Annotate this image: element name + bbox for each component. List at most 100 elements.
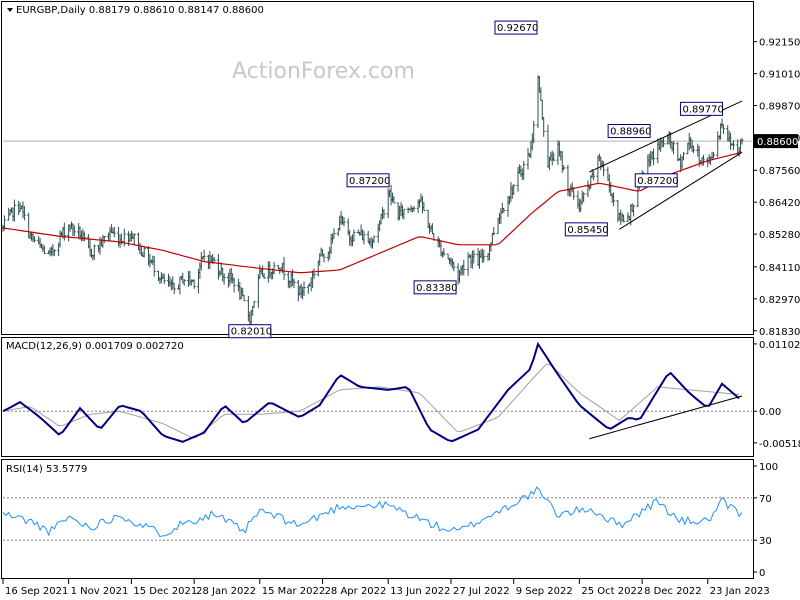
price-annotation: 0.92670: [494, 20, 538, 35]
candle: [462, 259, 466, 276]
candle: [592, 170, 596, 181]
candle: [112, 226, 116, 238]
candle: [412, 206, 416, 212]
candle: [482, 249, 486, 263]
candle: [562, 165, 566, 171]
price-annotation: 0.87200: [346, 173, 390, 188]
price-annotation-label: 0.89770: [682, 104, 723, 115]
candle: [172, 282, 176, 294]
price-tick-label: 0.87560: [759, 166, 800, 177]
candle: [672, 140, 676, 155]
candle: [272, 261, 276, 275]
rsi-tick-label: 100: [759, 462, 778, 473]
candle: [740, 138, 744, 145]
candle: [102, 235, 106, 244]
candle: [262, 273, 266, 279]
rsi-panel-frame: [1, 459, 754, 579]
rsi-tick-label: 0: [759, 568, 765, 579]
rsi-panel: 100 70 30 0: [2, 462, 778, 579]
time-tick-label: 28 Jan 2022: [196, 586, 256, 597]
time-tick-label: 16 Sep 2021: [5, 586, 68, 597]
price-annotation: 0.83380: [413, 280, 457, 295]
candle: [512, 184, 516, 195]
candle: [212, 257, 216, 263]
current-price-box: [754, 134, 798, 149]
candle: [192, 279, 196, 289]
watermark: ActionForex.com: [232, 59, 415, 84]
candle: [352, 229, 356, 242]
price-annotation-label: 0.83380: [416, 283, 457, 294]
price-tick-label: 0.85280: [759, 230, 800, 241]
price-annotation-label: 0.88960: [610, 127, 651, 138]
main-header: EURGBP,Daily 0.88179 0.88610 0.88147 0.8…: [7, 5, 264, 16]
time-tick-label: 15 Mar 2022: [262, 586, 325, 597]
price-tick-label: 0.86420: [759, 198, 800, 209]
candle: [452, 261, 456, 272]
candle: [652, 148, 656, 166]
time-tick-label: 25 Oct 2022: [581, 586, 643, 597]
time-tick-label: 23 Jan 2023: [710, 586, 770, 597]
macd-trendline: [589, 395, 743, 440]
candle: [682, 152, 686, 161]
candle: [602, 161, 606, 177]
price-tick-label: 0.81830: [759, 327, 800, 338]
candle: [701, 154, 705, 166]
main-header-text: EURGBP,Daily 0.88179 0.88610 0.88147 0.8…: [16, 5, 264, 16]
time-tick-label: 13 Jun 2022: [390, 586, 450, 597]
rsi-tick-label: 70: [759, 494, 772, 505]
price-annotation: 0.85450: [564, 222, 609, 237]
candle: [72, 225, 76, 236]
price-annotation: 0.87200: [634, 173, 679, 188]
price-annotation-label: 0.82010: [231, 327, 272, 338]
candle: [62, 222, 66, 241]
candle: [82, 231, 86, 242]
rsi-line: [2, 486, 743, 538]
macd-tick-label: -0.005182: [759, 439, 800, 450]
candle: [612, 192, 616, 206]
time-tick-label: 15 Dec 2021: [133, 586, 197, 597]
candle: [312, 268, 316, 279]
candle: [472, 250, 476, 264]
time-tick-label: 28 Apr 2022: [325, 586, 387, 597]
macd-tick-label: 0.00: [759, 407, 781, 418]
price-annotation: 0.82010: [228, 324, 272, 339]
price-panel: 0.921500.910100.898700.887300.875600.864…: [1, 20, 800, 339]
candle: [32, 235, 36, 243]
candle: [721, 123, 725, 135]
candle: [691, 145, 695, 154]
time-tick-label: 8 Dec 2022: [644, 586, 702, 597]
candle: [302, 281, 306, 297]
candle: [92, 244, 96, 260]
price-tick-label: 0.84110: [759, 263, 800, 274]
candle: [232, 277, 236, 293]
candle: [12, 199, 16, 222]
candle: [282, 256, 286, 281]
time-tick-label: 27 Jul 2022: [453, 586, 510, 597]
candle: [22, 206, 26, 221]
candle: [222, 273, 226, 285]
candle: [582, 192, 586, 202]
price-annotation-label: 0.85450: [567, 225, 608, 236]
candle: [292, 278, 296, 288]
candle: [162, 273, 166, 285]
candle: [522, 161, 526, 180]
price-annotation: 0.88960: [607, 124, 651, 139]
price-tick-label: 0.91010: [759, 70, 800, 81]
candle: [332, 228, 336, 239]
candle: [382, 209, 386, 219]
candle: [52, 249, 56, 256]
candle: [442, 248, 446, 257]
main-panel-frame: [1, 1, 754, 335]
candle: [422, 201, 426, 211]
channel-line: [619, 151, 743, 230]
price-tick-label: 0.92150: [759, 38, 800, 49]
candle: [202, 249, 206, 262]
candle: [362, 230, 366, 245]
candle: [662, 137, 666, 148]
price-annotation: 0.89770: [679, 101, 724, 116]
candle: [532, 120, 536, 144]
time-tick-label: 9 Sep 2022: [516, 586, 573, 597]
